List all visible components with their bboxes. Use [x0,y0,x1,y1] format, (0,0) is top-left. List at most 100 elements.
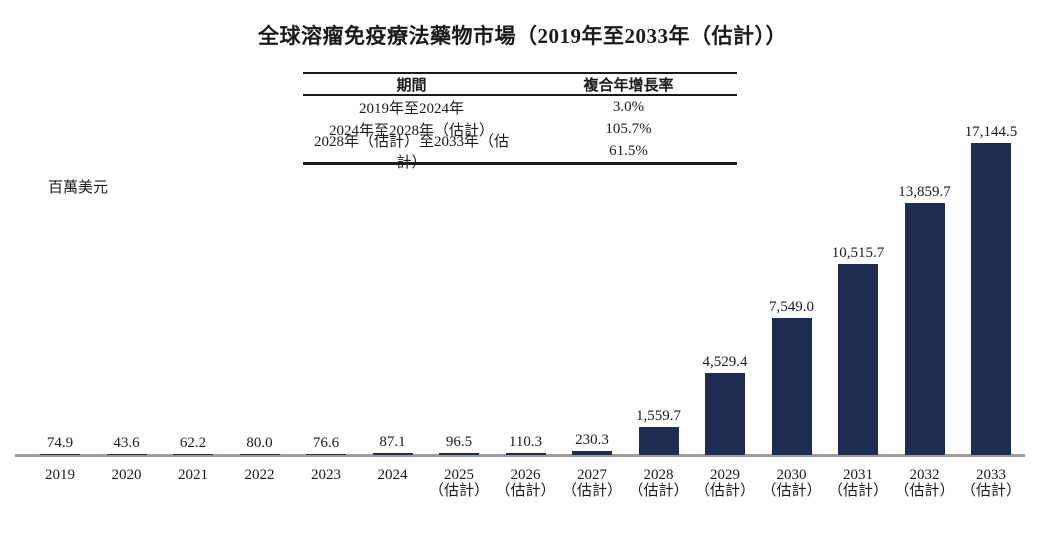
bar [372,453,413,455]
x-tick-estimate-suffix: （估計） [894,483,955,499]
table-row: 2028年（估計）至2033年（估計） 61.5% [303,134,737,171]
x-tick-label: 2022 [215,467,305,483]
x-tick-label: 2032 （估計） [880,467,970,499]
x-tick-year: 2029 [710,467,740,483]
x-tick-year: 2032 [909,467,940,483]
x-tick-label: 2024 [348,467,438,483]
x-tick-label: 2028 （估計） [614,467,704,499]
bar-group: 80.0 2022 [215,0,305,534]
bar-group: 13,859.7 2032 （估計） [880,0,970,534]
bar-group: 10,515.7 2031 （估計） [813,0,903,534]
period-cell: 2019年至2024年 [358,100,464,117]
x-tick-year: 2022 [244,467,275,483]
x-tick-year: 2026 [510,467,541,483]
x-tick-year: 2019 [45,467,75,483]
bar [306,453,346,455]
x-tick-label: 2030 （估計） [747,467,837,499]
x-tick-label: 2023 [281,467,371,483]
bar [705,372,745,455]
x-tick-estimate-suffix: （估計） [495,483,556,499]
bar-value-label: 96.5 [445,434,473,451]
x-tick-label: 2027 （估計） [547,467,637,499]
cagr-table-header-period: 期間 [396,77,427,94]
x-axis-baseline [15,454,1025,457]
table-row: 2024年至2028年（估計） 105.7% [303,118,737,140]
cagr-table-header-row: 期間 複合年增長率 [303,74,737,96]
x-tick-year: 2023 [311,467,341,483]
cagr-table: 期間 複合年增長率 2019年至2024年 3.0% 2024年至2028年（估… [303,72,737,171]
x-tick-estimate-suffix: （估計） [628,483,689,499]
bar-group: 1,559.7 2028 （估計） [614,0,704,534]
x-tick-year: 2033 [976,467,1006,483]
bar-group: 43.6 2020 [82,0,172,534]
table-row: 2019年至2024年 3.0% [303,96,737,118]
bar-group: 62.2 2021 [148,0,238,534]
bar-group: 74.9 2019 [15,0,105,534]
bar-value-label: 74.9 [46,434,74,451]
x-tick-estimate-suffix: （估計） [761,483,822,499]
bar-value-label: 1,559.7 [636,407,681,424]
bar [439,453,479,455]
x-tick-year: 2024 [377,467,408,483]
x-tick-label: 2026 （估計） [481,467,571,499]
period-cell: 2028年（估計）至2033年（估計） [313,134,509,171]
bar-value-label: 62.2 [179,434,207,451]
bar-group: 110.3 2026 （估計） [481,0,571,534]
x-tick-estimate-suffix: （估計） [694,483,755,499]
bar [904,202,945,455]
x-tick-year: 2027 [577,467,607,483]
cagr-table-header-cagr: 複合年增長率 [583,77,674,94]
bar [40,453,80,455]
x-tick-label: 2020 [82,467,172,483]
x-tick-year: 2028 [643,467,674,483]
bar-group: 230.3 2027 （估計） [547,0,637,534]
bar-value-label: 13,859.7 [898,183,951,200]
cagr-cell: 61.5% [609,142,648,159]
bar-group: 7,549.0 2030 （估計） [747,0,837,534]
period-cell: 2024年至2028年（估計） [328,122,494,139]
x-tick-year: 2025 [444,467,474,483]
y-axis-unit-label: 百萬美元 [48,180,109,196]
bar-group: 17,144.5 2033 （估計） [946,0,1036,534]
bar-value-label: 76.6 [312,434,340,451]
x-tick-label: 2019 [15,467,105,483]
bar-value-label: 4,529.4 [702,353,748,370]
bar [505,453,546,455]
bar-value-label: 87.1 [379,434,406,451]
bar-group: 96.5 2025 （估計） [414,0,504,534]
cagr-cell: 3.0% [612,98,645,115]
bar-value-label: 110.3 [508,434,543,450]
cagr-cell: 105.7% [605,120,652,137]
chart-title: 全球溶瘤免疫療法藥物市場（2019年至2033年（估計）） [258,24,787,48]
x-tick-estimate-suffix: （估計） [960,483,1021,499]
x-tick-label: 2021 [148,467,238,483]
x-tick-label: 2025 （估計） [414,467,504,499]
x-tick-year: 2021 [178,467,208,483]
bar [106,454,147,455]
x-tick-label: 2031 （估計） [813,467,903,499]
bar [771,317,812,455]
bar-value-label: 17,144.5 [964,124,1018,140]
bar [638,426,679,455]
x-tick-year: 2020 [111,467,142,483]
bar-value-label: 80.0 [246,434,273,451]
bar-group: 76.6 2023 [281,0,371,534]
bar [971,143,1011,455]
bar [239,453,280,455]
bar [838,263,878,455]
x-tick-estimate-suffix: （估計） [827,483,888,499]
x-tick-estimate-suffix: （估計） [428,483,489,499]
bar-value-label: 230.3 [575,431,609,448]
bar-value-label: 10,515.7 [831,244,885,261]
bar-value-label: 7,549.0 [769,298,814,315]
x-tick-label: 2033 （估計） [946,467,1036,499]
bar-value-label: 43.6 [113,435,140,451]
x-tick-estimate-suffix: （估計） [561,483,622,499]
bar [572,450,612,455]
x-tick-label: 2029 （估計） [680,467,770,499]
x-tick-year: 2030 [776,467,807,483]
bar-group: 87.1 2024 [348,0,438,534]
bar-group: 4,529.4 2029 （估計） [680,0,770,534]
x-tick-year: 2031 [843,467,873,483]
